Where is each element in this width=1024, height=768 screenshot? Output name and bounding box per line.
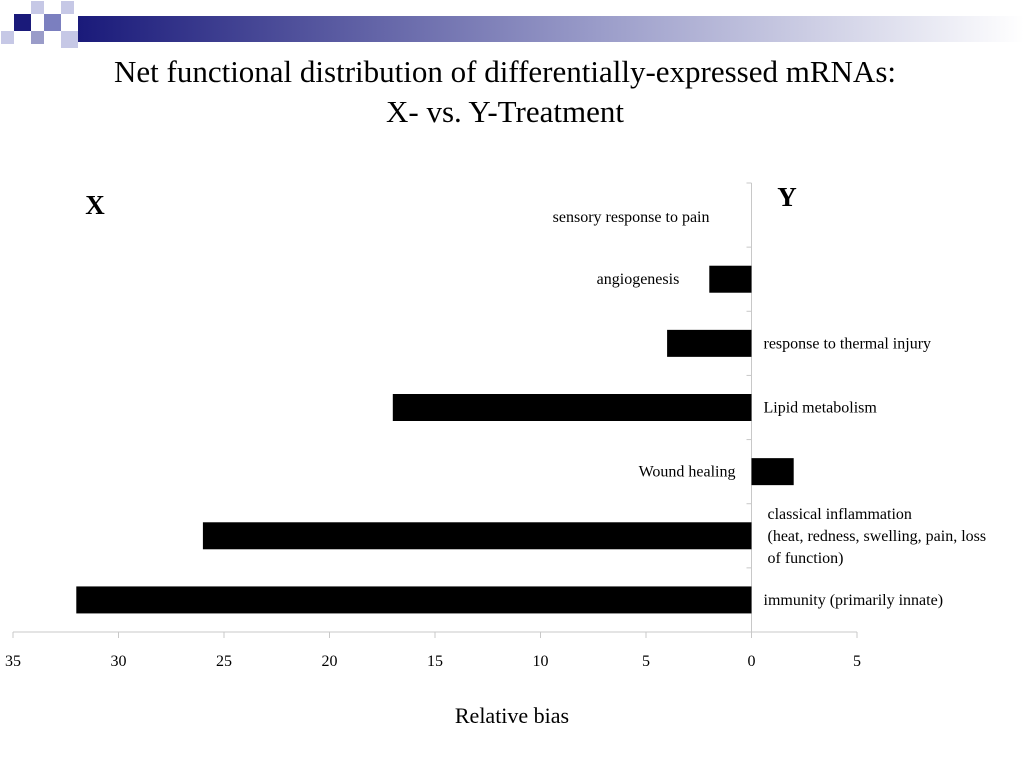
bar [667,329,752,357]
bar [76,586,752,614]
header-square [44,14,61,31]
x-tick-label: 5 [853,653,861,670]
category-label: response to thermal injury [764,335,932,352]
header-square [31,31,44,44]
slide-title: Net functional distribution of different… [0,52,1010,132]
category-label: sensory response to pain [553,209,710,226]
x-tick-label: 20 [322,653,338,670]
x-axis-title: Relative bias [455,703,569,728]
header-square [31,1,44,14]
category-label: Wound healing [639,464,736,481]
category-label: Lipid metabolism [764,400,878,417]
bar [709,265,752,293]
header-square [14,14,31,31]
x-tick-label: 10 [533,653,549,670]
category-label: classical inflammation (heat, redness, sw… [768,506,987,567]
bar [392,394,752,421]
header-gradient-band [78,16,1024,42]
x-tick-label: 30 [111,653,127,670]
x-tick-label: 0 [748,653,756,670]
slide-header-decoration [1,1,1024,48]
x-tick-label: 5 [642,653,650,670]
bar [751,458,794,486]
header-square [61,31,78,48]
side-label-x: X [85,190,105,220]
title-line-2: X- vs. Y-Treatment [386,94,624,129]
title-line-1: Net functional distribution of different… [113,54,896,89]
x-tick-label: 35 [5,653,21,670]
header-square [61,1,74,14]
category-label: angiogenesis [597,271,680,288]
x-tick-label: 15 [427,653,443,670]
category-label: immunity (primarily innate) [764,592,944,609]
bar [202,522,752,550]
side-label-y: Y [777,182,797,212]
header-square [1,31,14,44]
x-tick-label: 25 [216,653,232,670]
